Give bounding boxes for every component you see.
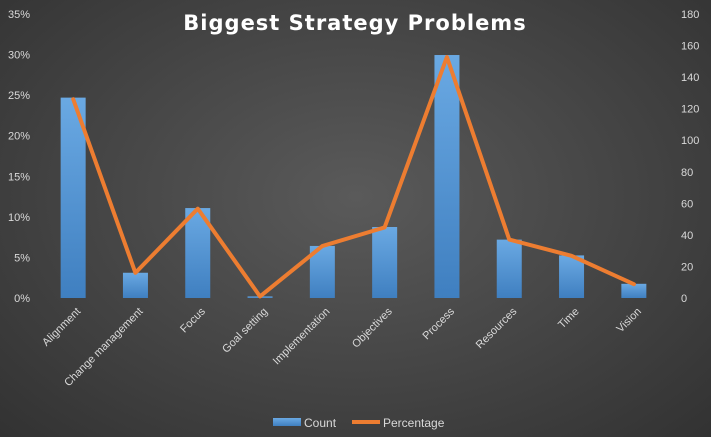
left-tick-label: 0% (14, 293, 30, 305)
right-tick-label: 40 (681, 230, 693, 242)
percentage-line (71, 55, 636, 299)
category-label: Goal setting (220, 306, 270, 356)
bar-objectives (372, 227, 398, 298)
category-label: Implementation (271, 306, 333, 368)
percentage-point (383, 225, 387, 229)
bar-series (60, 55, 647, 299)
left-tick-label: 35% (8, 9, 30, 21)
legend-count-swatch (273, 418, 301, 426)
right-tick-label: 140 (681, 72, 699, 84)
left-tick-label: 10% (8, 212, 30, 224)
right-tick-label: 120 (681, 104, 699, 116)
left-tick-label: 5% (14, 252, 30, 264)
category-label: Process (420, 305, 457, 342)
bar-change-management (122, 272, 148, 298)
bar-process (434, 55, 460, 299)
left-tick-label: 25% (8, 90, 30, 102)
percentage-point (196, 207, 200, 211)
line-series (71, 55, 636, 299)
left-tick-label: 20% (8, 131, 30, 143)
percentage-point (71, 97, 75, 101)
legend-percentage-label: Percentage (383, 416, 445, 430)
percentage-point (570, 254, 574, 258)
legend: Count Percentage (273, 416, 445, 430)
legend-count-label: Count (304, 416, 337, 430)
bar-time (559, 255, 585, 298)
category-label: Alignment (40, 306, 83, 349)
left-axis: 0% 5% 10% 15% 20% 25% 30% 35% (8, 9, 30, 305)
bar-vision (621, 283, 647, 298)
right-tick-label: 0 (681, 293, 687, 305)
right-tick-label: 80 (681, 167, 693, 179)
category-label: Objectives (350, 305, 395, 350)
category-label: Vision (614, 306, 644, 336)
percentage-point (632, 282, 636, 286)
right-tick-label: 160 (681, 41, 699, 53)
right-axis: 0 20 40 60 80 100 120 140 160 180 (681, 9, 699, 305)
right-tick-label: 20 (681, 261, 693, 273)
category-label: Resources (474, 305, 520, 351)
left-tick-label: 15% (8, 171, 30, 183)
bar-resources (496, 239, 522, 298)
chart-title: Biggest Strategy Problems (183, 11, 526, 35)
percentage-point (445, 55, 449, 59)
category-label: Time (556, 306, 581, 331)
percentage-point (133, 271, 137, 275)
category-label: Focus (178, 305, 208, 335)
right-tick-label: 100 (681, 135, 699, 147)
percentage-point (320, 244, 324, 248)
left-tick-label: 30% (8, 50, 30, 62)
percentage-point (258, 294, 262, 298)
right-tick-label: 180 (681, 9, 699, 21)
bar-alignment (60, 97, 86, 298)
right-tick-label: 60 (681, 198, 693, 210)
percentage-point (507, 238, 511, 242)
